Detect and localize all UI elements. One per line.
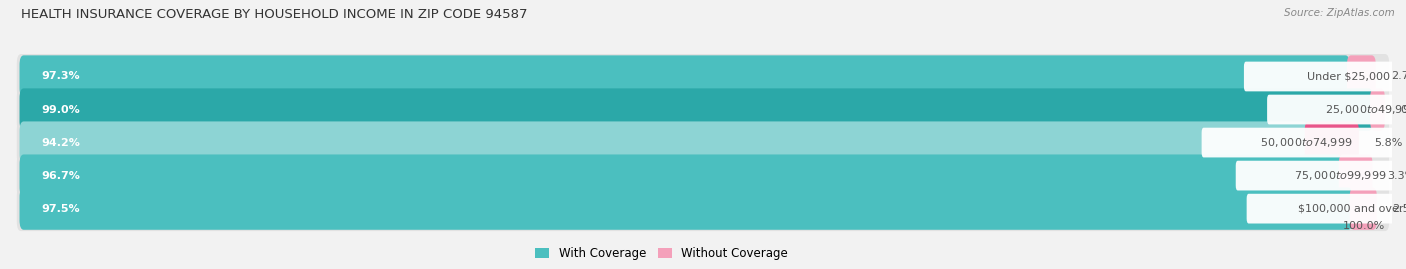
Text: $50,000 to $74,999: $50,000 to $74,999: [1260, 136, 1353, 149]
FancyBboxPatch shape: [20, 187, 1353, 230]
FancyBboxPatch shape: [20, 121, 1308, 164]
Legend: With Coverage, Without Coverage: With Coverage, Without Coverage: [530, 242, 793, 265]
Text: 100.0%: 100.0%: [1343, 221, 1385, 231]
FancyBboxPatch shape: [1369, 89, 1385, 131]
Text: 99.0%: 99.0%: [41, 105, 80, 115]
Text: 94.2%: 94.2%: [41, 137, 80, 148]
FancyBboxPatch shape: [20, 55, 1350, 98]
FancyBboxPatch shape: [1305, 121, 1360, 164]
FancyBboxPatch shape: [1247, 194, 1406, 224]
FancyBboxPatch shape: [1350, 187, 1376, 230]
Text: HEALTH INSURANCE COVERAGE BY HOUSEHOLD INCOME IN ZIP CODE 94587: HEALTH INSURANCE COVERAGE BY HOUSEHOLD I…: [21, 8, 527, 21]
FancyBboxPatch shape: [20, 154, 1341, 197]
FancyBboxPatch shape: [1267, 95, 1406, 124]
FancyBboxPatch shape: [17, 186, 1389, 231]
FancyBboxPatch shape: [1339, 154, 1372, 197]
Text: 0.97%: 0.97%: [1400, 105, 1406, 115]
FancyBboxPatch shape: [20, 89, 1372, 131]
Text: $75,000 to $99,999: $75,000 to $99,999: [1294, 169, 1386, 182]
FancyBboxPatch shape: [1244, 62, 1406, 91]
FancyBboxPatch shape: [1347, 55, 1376, 98]
FancyBboxPatch shape: [1202, 128, 1406, 157]
FancyBboxPatch shape: [17, 153, 1389, 198]
Text: Source: ZipAtlas.com: Source: ZipAtlas.com: [1284, 8, 1395, 18]
FancyBboxPatch shape: [17, 87, 1389, 132]
Text: 96.7%: 96.7%: [41, 171, 80, 180]
FancyBboxPatch shape: [1236, 161, 1406, 190]
Text: 3.3%: 3.3%: [1388, 171, 1406, 180]
FancyBboxPatch shape: [17, 54, 1389, 99]
Text: Under $25,000: Under $25,000: [1306, 72, 1389, 82]
Text: 2.7%: 2.7%: [1391, 72, 1406, 82]
Text: 2.5%: 2.5%: [1392, 204, 1406, 214]
Text: 97.3%: 97.3%: [41, 72, 80, 82]
FancyBboxPatch shape: [17, 120, 1389, 165]
Text: $100,000 and over: $100,000 and over: [1298, 204, 1403, 214]
Text: 97.5%: 97.5%: [41, 204, 80, 214]
Text: $25,000 to $49,999: $25,000 to $49,999: [1326, 103, 1406, 116]
Text: 5.8%: 5.8%: [1374, 137, 1402, 148]
